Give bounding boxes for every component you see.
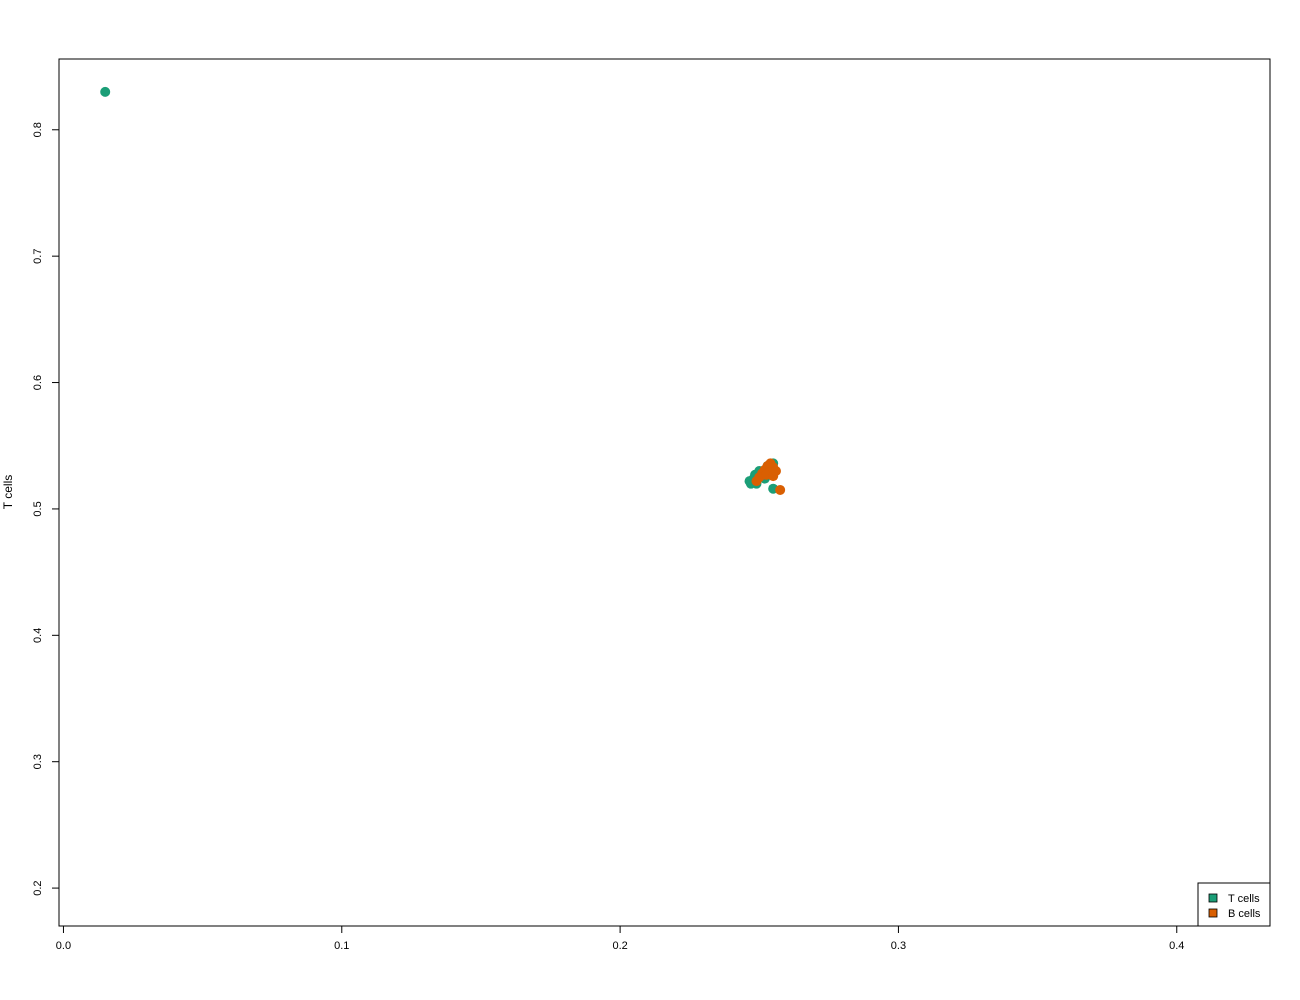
legend-label: T cells xyxy=(1228,893,1260,905)
x-tick-label: 0.2 xyxy=(612,940,627,952)
x-tick-label: 0.4 xyxy=(1169,940,1184,952)
data-point xyxy=(770,466,781,477)
y-axis: 0.2 0.3 0.4 0.5 0.6 0.7 0.8 xyxy=(32,122,60,896)
y-tick-label: 0.7 xyxy=(32,249,44,264)
y-tick-label: 0.5 xyxy=(32,501,44,516)
y-tick-label: 0.6 xyxy=(32,375,44,390)
legend: T cells B cells xyxy=(1197,882,1271,927)
y-tick-label: 0.2 xyxy=(32,880,44,895)
legend-box xyxy=(1197,882,1271,927)
legend-swatch xyxy=(1208,908,1218,918)
legend-swatch xyxy=(1208,893,1218,903)
x-tick-label: 0.1 xyxy=(334,940,349,952)
legend-items: T cells B cells xyxy=(1208,893,1261,920)
data-point xyxy=(775,484,786,495)
y-axis-label: T cells xyxy=(1,475,15,509)
y-tick-label: 0.3 xyxy=(32,754,44,769)
x-tick-label: 0.0 xyxy=(56,940,71,952)
y-tick-label: 0.8 xyxy=(32,122,44,137)
points-layer xyxy=(100,86,786,495)
data-point xyxy=(100,86,111,97)
y-tick-label: 0.4 xyxy=(32,628,44,643)
x-tick-label: 0.3 xyxy=(891,940,906,952)
legend-label: B cells xyxy=(1228,908,1261,920)
series-2 xyxy=(751,458,786,495)
x-axis: 0.0 0.1 0.2 0.3 0.4 xyxy=(56,925,1184,952)
